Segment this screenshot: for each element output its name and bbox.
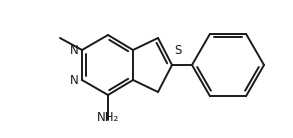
- Text: S: S: [174, 44, 181, 57]
- Text: N: N: [70, 43, 79, 56]
- Text: N: N: [70, 74, 79, 87]
- Text: NH₂: NH₂: [97, 111, 119, 124]
